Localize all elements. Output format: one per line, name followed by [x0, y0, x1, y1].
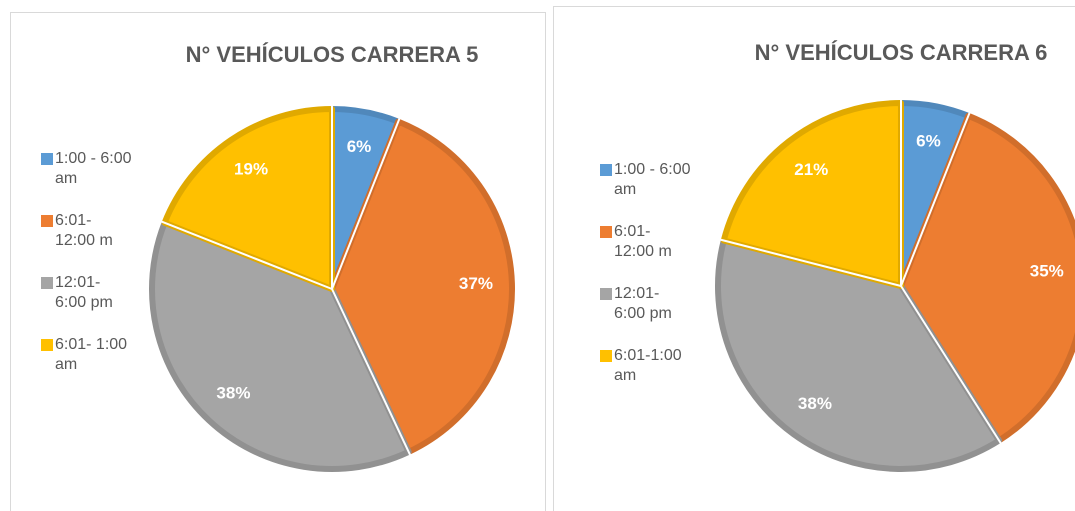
- legend-swatch: [41, 277, 53, 289]
- legend-swatch: [600, 226, 612, 238]
- legend-label: 12:01- 6:00 pm: [55, 274, 113, 311]
- legend: 1:00 - 6:00 am 6:01- 12:00 m 12:01- 6:00 p…: [41, 149, 135, 397]
- chart-title: N° VEHÍCULOS CARRERA 5: [186, 42, 479, 67]
- legend-item: 6:01-1:00 am: [600, 346, 694, 386]
- legend-swatch: [600, 288, 612, 300]
- pie-slice: [720, 100, 904, 289]
- legend-label: 6:01-1:00 am: [614, 347, 682, 384]
- chart-panel: N° VEHÍCULOS CARRERA 6 6% 35% 38% 21% 1:00 - …: [553, 6, 1075, 511]
- legend-item: 6:01- 1:00 am: [41, 335, 135, 375]
- pie-slice: [898, 112, 1075, 444]
- legend-label: 6:01- 12:00 m: [614, 223, 672, 260]
- legend-item: 1:00 - 6:00 am: [600, 160, 694, 200]
- pie-slice: [161, 106, 335, 292]
- chart-panel: N° VEHÍCULOS CARRERA 5 6% 37% 38% 19% 1:00 - …: [10, 12, 546, 511]
- legend-item: 6:01- 12:00 m: [41, 211, 135, 251]
- legend-label: 6:01- 1:00 am: [55, 336, 128, 373]
- legend: 1:00 - 6:00 am 6:01- 12:00 m 12:01- 6:00 p…: [600, 160, 694, 408]
- legend-label: 1:00 - 6:00 am: [55, 150, 132, 187]
- legend-item: 12:01- 6:00 pm: [41, 273, 135, 313]
- pie-slice: [715, 237, 1003, 472]
- legend-swatch: [41, 339, 53, 351]
- legend-item: 12:01- 6:00 pm: [600, 284, 694, 324]
- data-label: 38%: [216, 383, 250, 402]
- pie-slice: [329, 118, 515, 455]
- data-label: 35%: [1030, 262, 1064, 281]
- chart: N° VEHÍCULOS CARRERA 6 6% 35% 38% 21%: [715, 40, 1075, 472]
- data-label: 37%: [459, 274, 493, 293]
- slice-gap: [160, 220, 333, 290]
- slice-gap: [719, 238, 902, 287]
- slice-gap: [900, 285, 1003, 445]
- legend-label: 1:00 - 6:00 am: [614, 161, 691, 198]
- data-label: 6%: [916, 132, 941, 151]
- legend-swatch: [41, 153, 53, 165]
- legend-swatch: [600, 350, 612, 362]
- data-label: 6%: [347, 137, 372, 156]
- legend-item: 6:01- 12:00 m: [600, 222, 694, 262]
- legend-label: 12:01- 6:00 pm: [614, 285, 672, 322]
- data-label: 38%: [798, 394, 832, 413]
- slice-gap: [900, 111, 971, 287]
- chart-title: N° VEHÍCULOS CARRERA 6: [755, 40, 1048, 65]
- data-label: 19%: [234, 159, 268, 178]
- chart: N° VEHÍCULOS CARRERA 5 6% 37% 38% 19%: [149, 42, 515, 472]
- slice-gap: [331, 117, 401, 290]
- legend-swatch: [41, 215, 53, 227]
- data-label: 21%: [794, 160, 828, 179]
- legend-swatch: [600, 164, 612, 176]
- pie-slice: [149, 219, 412, 472]
- legend-item: 1:00 - 6:00 am: [41, 149, 135, 189]
- legend-label: 6:01- 12:00 m: [55, 212, 113, 249]
- slice-gap: [331, 288, 412, 456]
